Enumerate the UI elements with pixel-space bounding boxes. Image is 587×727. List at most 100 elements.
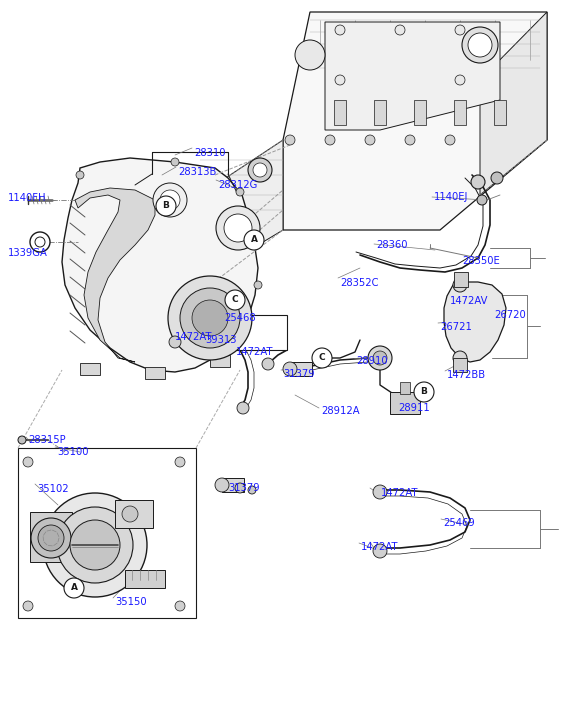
Circle shape [373, 485, 387, 499]
Circle shape [453, 278, 467, 292]
Circle shape [248, 486, 256, 494]
Text: 1140FH: 1140FH [8, 193, 46, 203]
Text: 1472AT: 1472AT [236, 347, 274, 357]
Circle shape [455, 75, 465, 85]
Circle shape [236, 188, 244, 196]
Circle shape [471, 175, 485, 189]
Bar [290, 362, 312, 376]
Bar [18, 448, 196, 618]
Circle shape [253, 163, 267, 177]
Text: 28350E: 28350E [462, 256, 500, 266]
Circle shape [57, 507, 133, 583]
Circle shape [405, 135, 415, 145]
Circle shape [180, 288, 240, 348]
Circle shape [215, 478, 229, 492]
Circle shape [160, 190, 180, 210]
Text: 28310: 28310 [194, 148, 225, 158]
Text: 1472BB: 1472BB [447, 370, 486, 380]
Circle shape [153, 183, 187, 217]
Bar [80, 363, 100, 375]
Polygon shape [75, 188, 155, 362]
Text: A: A [251, 236, 258, 244]
Circle shape [365, 135, 375, 145]
Circle shape [395, 25, 405, 35]
Text: C: C [319, 353, 325, 363]
Text: 1140EJ: 1140EJ [434, 192, 468, 202]
Circle shape [64, 578, 84, 598]
Text: 1472AT: 1472AT [175, 332, 212, 342]
Circle shape [335, 75, 345, 85]
Circle shape [122, 506, 138, 522]
Circle shape [244, 230, 264, 250]
Polygon shape [283, 12, 547, 230]
Text: 39313: 39313 [205, 335, 237, 345]
Text: 1472AT: 1472AT [381, 488, 419, 498]
Polygon shape [480, 12, 547, 195]
Text: 28912A: 28912A [321, 406, 360, 416]
Circle shape [491, 172, 503, 184]
Bar [210, 355, 230, 367]
Circle shape [169, 336, 181, 348]
Circle shape [30, 232, 50, 252]
Circle shape [283, 362, 297, 376]
Bar [374, 100, 386, 125]
Circle shape [445, 135, 455, 145]
Text: 31379: 31379 [228, 483, 259, 493]
Circle shape [43, 493, 147, 597]
Circle shape [262, 358, 274, 370]
Circle shape [477, 195, 487, 205]
Text: 28911: 28911 [398, 403, 430, 413]
Bar [390, 392, 420, 414]
Bar [454, 272, 468, 287]
Circle shape [38, 525, 64, 551]
Circle shape [453, 351, 467, 365]
Polygon shape [444, 282, 506, 362]
Text: 31379: 31379 [283, 369, 315, 379]
Text: 28313B: 28313B [178, 167, 217, 177]
Circle shape [175, 457, 185, 467]
Bar [125, 570, 165, 588]
Circle shape [237, 402, 249, 414]
Text: 1472AT: 1472AT [361, 542, 399, 552]
Circle shape [373, 351, 387, 365]
Text: B: B [163, 201, 170, 211]
Bar [453, 358, 467, 372]
Circle shape [455, 25, 465, 35]
Bar [494, 100, 506, 125]
Circle shape [35, 237, 45, 247]
Circle shape [23, 601, 33, 611]
Bar [334, 100, 346, 125]
Circle shape [468, 33, 492, 57]
Circle shape [235, 483, 245, 493]
Bar [30, 512, 72, 562]
Text: 25469: 25469 [443, 518, 475, 528]
Text: C: C [232, 295, 238, 305]
Bar [414, 100, 426, 125]
Text: 26720: 26720 [494, 310, 526, 320]
Circle shape [18, 436, 26, 444]
Bar [454, 100, 466, 125]
Circle shape [225, 290, 245, 310]
Circle shape [23, 457, 33, 467]
Polygon shape [325, 22, 500, 130]
Text: 1339GA: 1339GA [8, 248, 48, 258]
Circle shape [335, 25, 345, 35]
Circle shape [316, 352, 328, 364]
Circle shape [373, 544, 387, 558]
Text: 1472AV: 1472AV [450, 296, 488, 306]
Circle shape [414, 382, 434, 402]
Bar [222, 315, 287, 350]
Text: 28360: 28360 [376, 240, 407, 250]
Text: 28910: 28910 [356, 356, 387, 366]
Bar [222, 478, 244, 492]
Circle shape [31, 518, 71, 558]
Circle shape [192, 300, 228, 336]
Circle shape [325, 135, 335, 145]
Text: 35100: 35100 [57, 447, 89, 457]
Circle shape [70, 520, 120, 570]
Circle shape [76, 171, 84, 179]
Text: 28312G: 28312G [218, 180, 257, 190]
Circle shape [285, 135, 295, 145]
Polygon shape [62, 158, 258, 372]
Circle shape [312, 348, 332, 368]
